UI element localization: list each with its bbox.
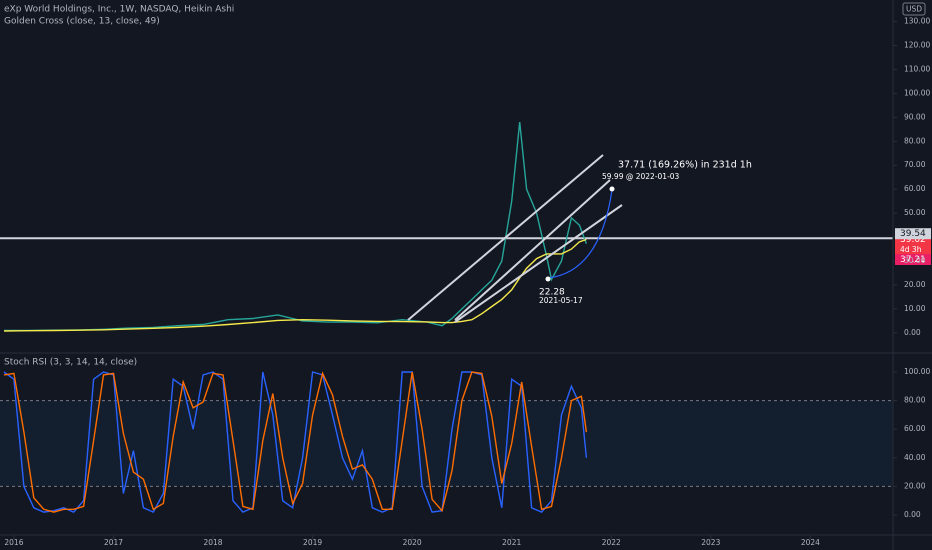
y-tick-label: 100.00 — [904, 367, 930, 376]
y-tick-label: 110.00 — [904, 64, 930, 73]
indicator-title: Golden Cross (close, 13, close, 49) — [4, 17, 160, 27]
last-price: 39.02 — [900, 235, 926, 245]
y-tick-label: 0.00 — [904, 328, 921, 337]
y-tick-label: 20.00 — [904, 481, 926, 490]
low-annotation: 22.28 — [539, 288, 565, 298]
countdown-box — [895, 245, 931, 255]
series-line — [3, 238, 587, 332]
y-tick-label: 130.00 — [904, 17, 930, 26]
y-tick-label: 50.00 — [904, 208, 926, 217]
trend-line — [454, 204, 623, 323]
last-price-box — [895, 234, 931, 245]
currency: USD — [906, 5, 922, 14]
y-tick-label: 120.00 — [904, 41, 930, 50]
y-tick-label: 80.00 — [904, 396, 926, 405]
x-tick-label: 2016 — [4, 538, 23, 547]
hline-label-box — [895, 228, 931, 240]
x-tick-label: 2021 — [502, 538, 521, 547]
x-tick-label: 2020 — [403, 538, 422, 547]
y-tick-label: 70.00 — [904, 160, 926, 169]
chart-title: eXp World Holdings, Inc., 1W, NASDAQ, He… — [4, 5, 234, 15]
trend-line — [407, 154, 604, 321]
target-annotation: 59.99 @ 2022-01-03 — [602, 172, 680, 181]
x-tick-label: 2018 — [203, 538, 222, 547]
anchor-point — [609, 186, 615, 192]
series-line — [3, 371, 588, 513]
y-tick-label: 100.00 — [904, 88, 930, 97]
ma-price: 37.21 — [900, 255, 926, 265]
y-tick-label: 40.00 — [904, 453, 926, 462]
y-tick-label: 60.00 — [904, 424, 926, 433]
series-line — [4, 122, 588, 332]
trend-line — [454, 179, 611, 321]
y-tick-label: 20.00 — [904, 280, 926, 289]
projection-arc — [547, 189, 613, 279]
y-tick-label: 10.00 — [904, 304, 926, 313]
low-date: 2021-05-17 — [539, 296, 583, 305]
currency-box — [902, 2, 926, 16]
y-tick-label: 0.00 — [904, 510, 921, 519]
series-line — [3, 371, 588, 513]
countdown: 4d 3h — [900, 245, 922, 254]
x-tick-label: 2017 — [104, 538, 123, 547]
y-tick-label: 60.00 — [904, 184, 926, 193]
hline-label: 39.54 — [900, 229, 926, 239]
x-tick-label: 2024 — [801, 538, 820, 547]
y-tick-label: 80.00 — [904, 136, 926, 145]
y-tick-label: 90.00 — [904, 112, 926, 121]
x-tick-label: 2019 — [303, 538, 322, 547]
ma-price-box — [895, 254, 931, 265]
x-tick-label: 2023 — [701, 538, 720, 547]
y-tick-label: 30.00 — [904, 256, 926, 265]
move-annotation: 37.71 (169.26%) in 231d 1h — [618, 160, 752, 171]
oscillator-title: Stoch RSI (3, 3, 14, 14, close) — [4, 358, 137, 368]
x-tick-label: 2022 — [602, 538, 621, 547]
anchor-point — [545, 276, 551, 282]
